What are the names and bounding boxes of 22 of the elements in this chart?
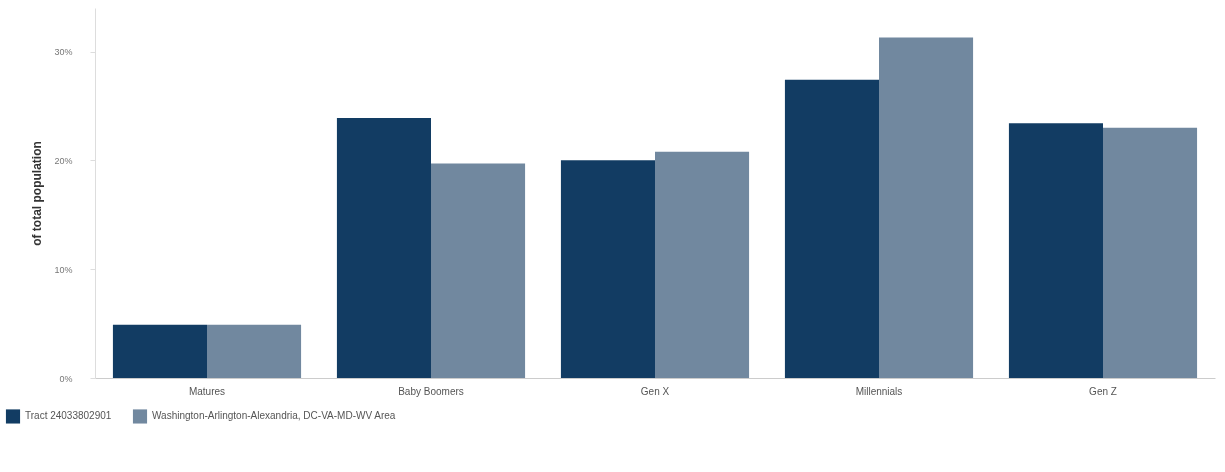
legend-label: Tract 24033802901 bbox=[25, 410, 112, 422]
y-tick-label: 0% bbox=[59, 373, 73, 384]
x-tick-label: Millennials bbox=[855, 385, 903, 397]
bar bbox=[784, 79, 879, 378]
x-tick-label: Gen X bbox=[640, 385, 670, 397]
bar bbox=[560, 160, 655, 378]
bar bbox=[879, 37, 974, 378]
x-tick-label: Matures bbox=[188, 385, 226, 397]
bar bbox=[1008, 123, 1103, 378]
bar bbox=[112, 324, 207, 378]
bar bbox=[655, 151, 750, 378]
bar bbox=[431, 163, 526, 378]
y-tick-label: 30% bbox=[54, 47, 73, 58]
x-tick-label: Baby Boomers bbox=[398, 385, 464, 397]
y-axis-title: of total population bbox=[30, 141, 45, 246]
x-tick-label: Gen Z bbox=[1089, 385, 1117, 397]
bar bbox=[336, 117, 431, 378]
y-tick-label: 10% bbox=[54, 264, 73, 275]
bar bbox=[1103, 127, 1198, 378]
legend-label: Washington-Arlington-Alexandria, DC-VA-MD-WV Area bbox=[152, 410, 396, 422]
bar bbox=[207, 324, 302, 378]
y-tick-label: 20% bbox=[54, 155, 73, 166]
